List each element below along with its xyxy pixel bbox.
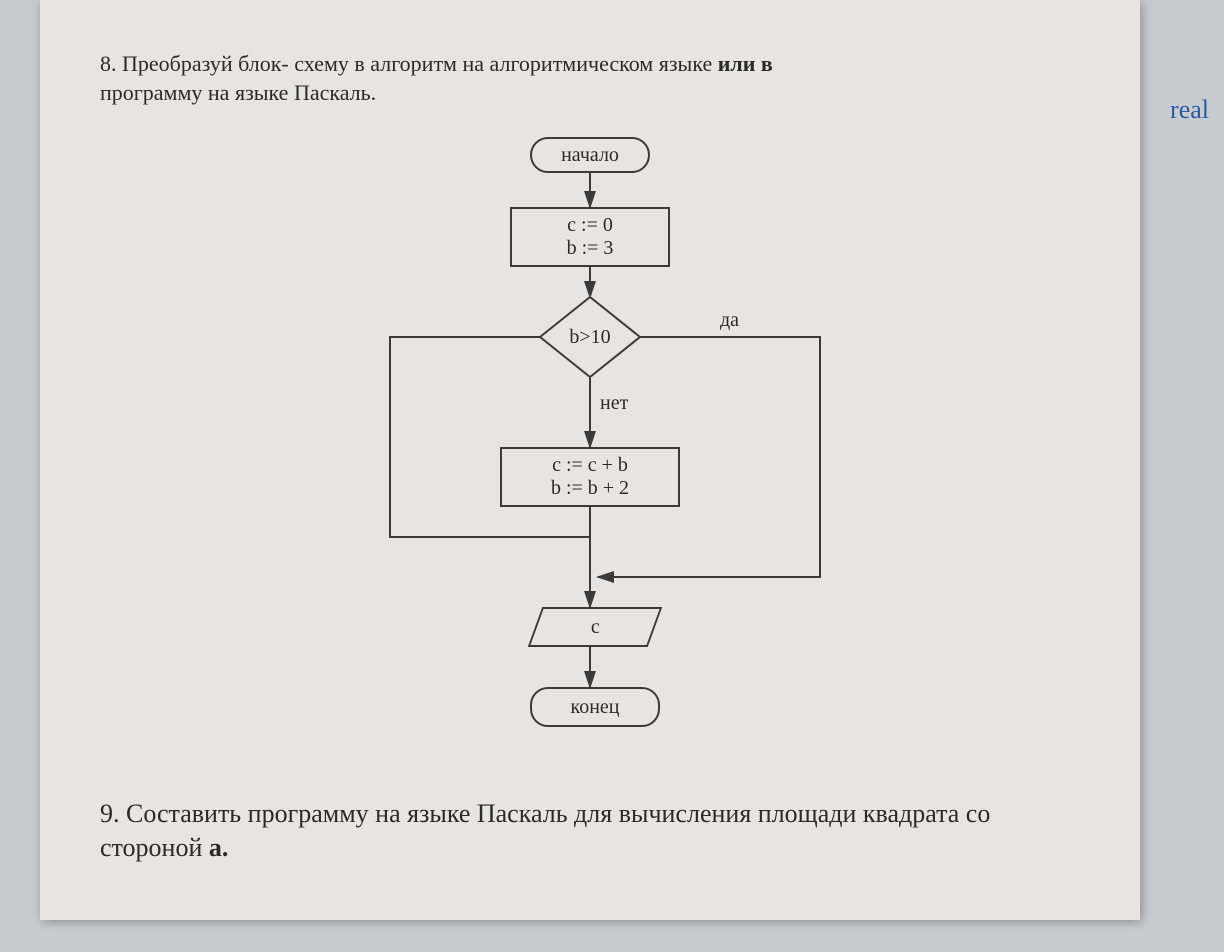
node-body-line2: b := b + 2	[551, 477, 629, 500]
node-condition: b>10	[540, 297, 640, 377]
node-init-line2: b := 3	[567, 237, 614, 260]
node-init: c := 0 b := 3	[510, 207, 670, 267]
task-9-number: 9.	[100, 799, 120, 828]
task-8-bold: или в	[718, 51, 773, 76]
task-8-number: 8.	[100, 51, 117, 76]
node-condition-label: b>10	[540, 297, 640, 377]
flowchart: начало c := 0 b := 3 b>10 да нет c := c …	[240, 137, 940, 757]
task-9-body: Составить программу на языке Паскаль для…	[100, 799, 990, 862]
edge-label-no: нет	[600, 392, 628, 415]
node-body: c := c + b b := b + 2	[500, 447, 680, 507]
task-8-line1: Преобразуй блок- схему в алгоритм на алг…	[122, 51, 718, 76]
node-output: c	[528, 607, 663, 647]
node-start: начало	[530, 137, 650, 173]
node-init-line1: c := 0	[567, 214, 613, 237]
task-9-text: 9. Составить программу на языке Паскаль …	[100, 797, 1080, 865]
task-8-line2: программу на языке Паскаль.	[100, 80, 376, 105]
edge-label-yes: да	[720, 309, 739, 332]
task-8-text: 8. Преобразуй блок- схему в алгоритм на …	[100, 50, 1080, 107]
node-end: конец	[530, 687, 660, 727]
task-9-bold: а.	[209, 833, 229, 862]
worksheet-paper: 8. Преобразуй блок- схему в алгоритм на …	[40, 0, 1140, 920]
node-start-label: начало	[561, 144, 619, 167]
node-output-label: c	[591, 616, 600, 639]
node-body-line1: c := c + b	[552, 454, 628, 477]
handwritten-note: real	[1170, 95, 1209, 125]
node-end-label: конец	[571, 696, 620, 719]
